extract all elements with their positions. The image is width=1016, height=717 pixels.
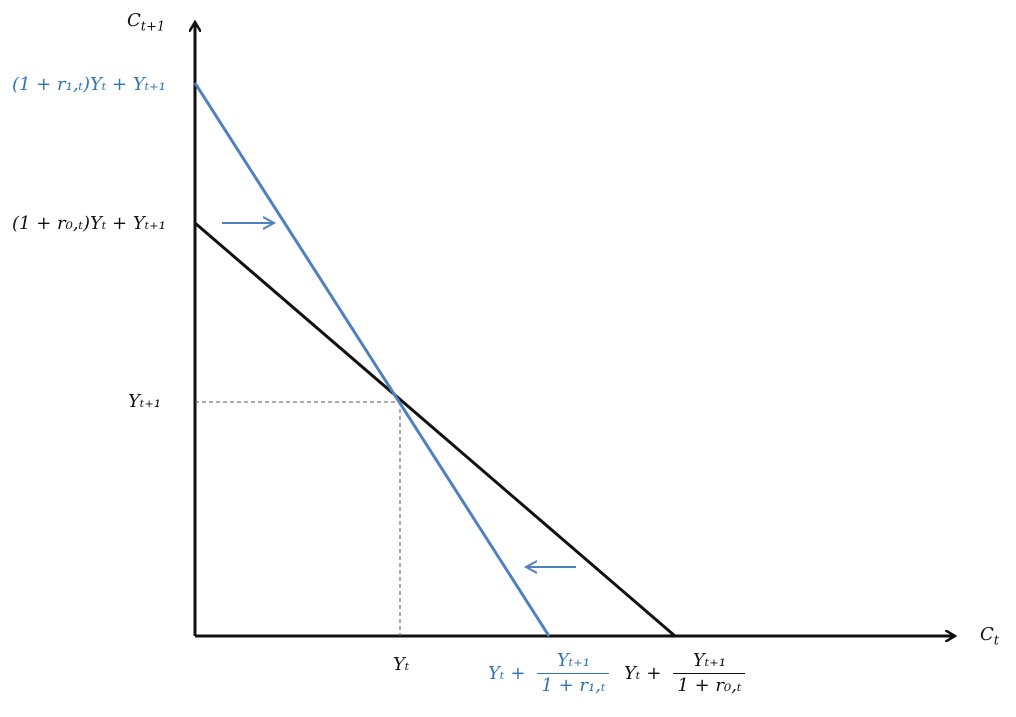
x-intercept-new-lead: Yₜ [488,662,505,684]
y-axis-label-sub: t+1 [140,19,166,35]
y-endowment-label: Yₜ₊₁ [128,391,162,412]
x-intercept-new-plus: + [510,662,526,684]
x-intercept-original-lead: Yₜ [624,662,641,684]
y-intercept-original-label: (1 + r₀,ₜ)Yₜ + Yₜ₊₁ [12,213,166,234]
y-intercept-new-label: (1 + r₁,ₜ)Yₜ + Yₜ₊₁ [12,74,166,95]
budget-line-new [193,82,551,637]
x-axis-label-sub: t [993,633,1000,649]
x-intercept-original-numerator: Yₜ₊₁ [692,650,726,671]
y-axis-label: Ct+1 [127,10,166,35]
x-endowment-label: Yₜ [393,654,410,675]
x-intercept-new-label: Yₜ + Yₜ₊₁ 1 + r₁,ₜ [488,650,610,695]
x-intercept-new-numerator: Yₜ₊₁ [556,650,590,671]
x-intercept-original-fraction: Yₜ₊₁ 1 + r₀,ₜ [673,650,746,695]
x-intercept-new-denominator: 1 + r₁,ₜ [537,673,610,695]
x-intercept-original-denominator: 1 + r₀,ₜ [673,673,746,695]
x-intercept-new-fraction: Yₜ₊₁ 1 + r₁,ₜ [537,650,610,695]
x-intercept-original-plus: + [646,662,662,684]
x-intercept-original-label: Yₜ + Yₜ₊₁ 1 + r₀,ₜ [624,650,746,695]
budget-line-original [194,221,676,638]
x-axis-label: Ct [980,624,1000,649]
